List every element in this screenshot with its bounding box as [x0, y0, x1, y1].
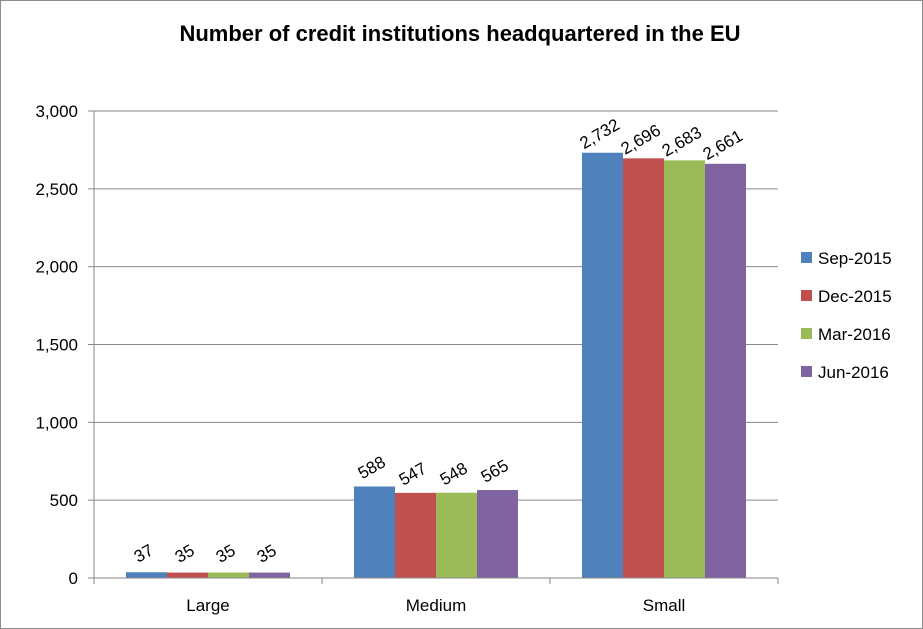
bar [477, 490, 518, 578]
data-label: 37 [131, 541, 157, 567]
x-tick-label: Medium [406, 596, 466, 615]
data-label: 35 [213, 541, 239, 567]
chart-title: Number of credit institutions headquarte… [179, 21, 740, 46]
bars [126, 152, 746, 579]
legend-label: Mar-2016 [818, 325, 891, 344]
legend-swatch [801, 290, 812, 301]
legend-label: Dec-2015 [818, 287, 892, 306]
data-label: 547 [396, 459, 430, 490]
bar [436, 492, 477, 578]
y-tick-label: 0 [69, 569, 78, 588]
data-label: 2,661 [700, 126, 746, 164]
bar [623, 158, 664, 578]
legend: Sep-2015 Dec-2015 Mar-2016 Jun-2016 [801, 249, 892, 382]
bar [354, 486, 395, 578]
data-label: 548 [437, 459, 471, 490]
bar [705, 163, 746, 578]
y-tick-label: 2,000 [35, 258, 78, 277]
bar [208, 572, 249, 578]
x-axis: Large Medium Small [93, 577, 779, 615]
bar [126, 572, 167, 578]
y-tick-label: 2,500 [35, 180, 78, 199]
data-label: 35 [254, 541, 280, 567]
data-label: 565 [478, 456, 512, 487]
legend-label: Sep-2015 [818, 249, 892, 268]
bar [664, 160, 705, 579]
legend-swatch [801, 328, 812, 339]
data-label: 35 [172, 541, 198, 567]
bar [395, 492, 436, 578]
x-tick-label: Small [643, 596, 686, 615]
legend-swatch [801, 252, 812, 263]
data-label: 2,696 [618, 121, 664, 159]
data-label: 2,683 [659, 123, 705, 161]
data-label: 2,732 [577, 115, 623, 153]
bar [582, 152, 623, 578]
y-tick-label: 500 [50, 491, 78, 510]
y-tick-label: 1,500 [35, 336, 78, 355]
bar [167, 572, 208, 578]
y-tick-label: 1,000 [35, 413, 78, 432]
legend-label: Jun-2016 [818, 363, 889, 382]
bar [249, 572, 290, 578]
y-tick-label: 3,000 [35, 102, 78, 121]
x-tick-label: Large [186, 596, 229, 615]
legend-swatch [801, 366, 812, 377]
y-axis: 0 500 1,000 1,500 2,000 2,500 3,000 [35, 102, 95, 588]
data-label: 588 [355, 452, 389, 483]
